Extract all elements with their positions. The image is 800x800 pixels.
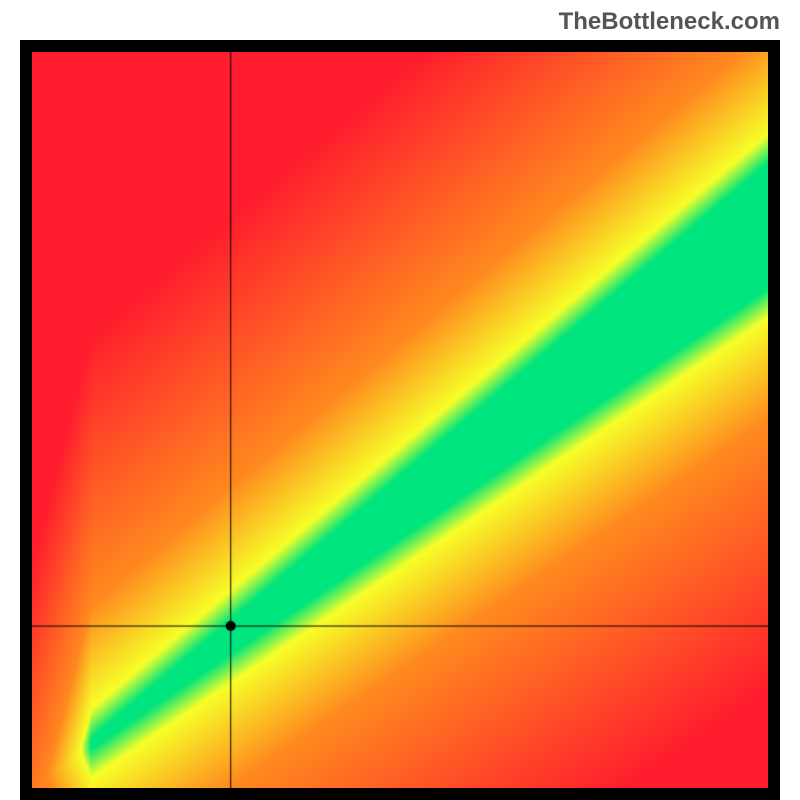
chart-container: TheBottleneck.com (0, 0, 800, 800)
chart-frame (20, 40, 780, 800)
watermark-text: TheBottleneck.com (559, 8, 780, 36)
heatmap-canvas (32, 52, 768, 788)
